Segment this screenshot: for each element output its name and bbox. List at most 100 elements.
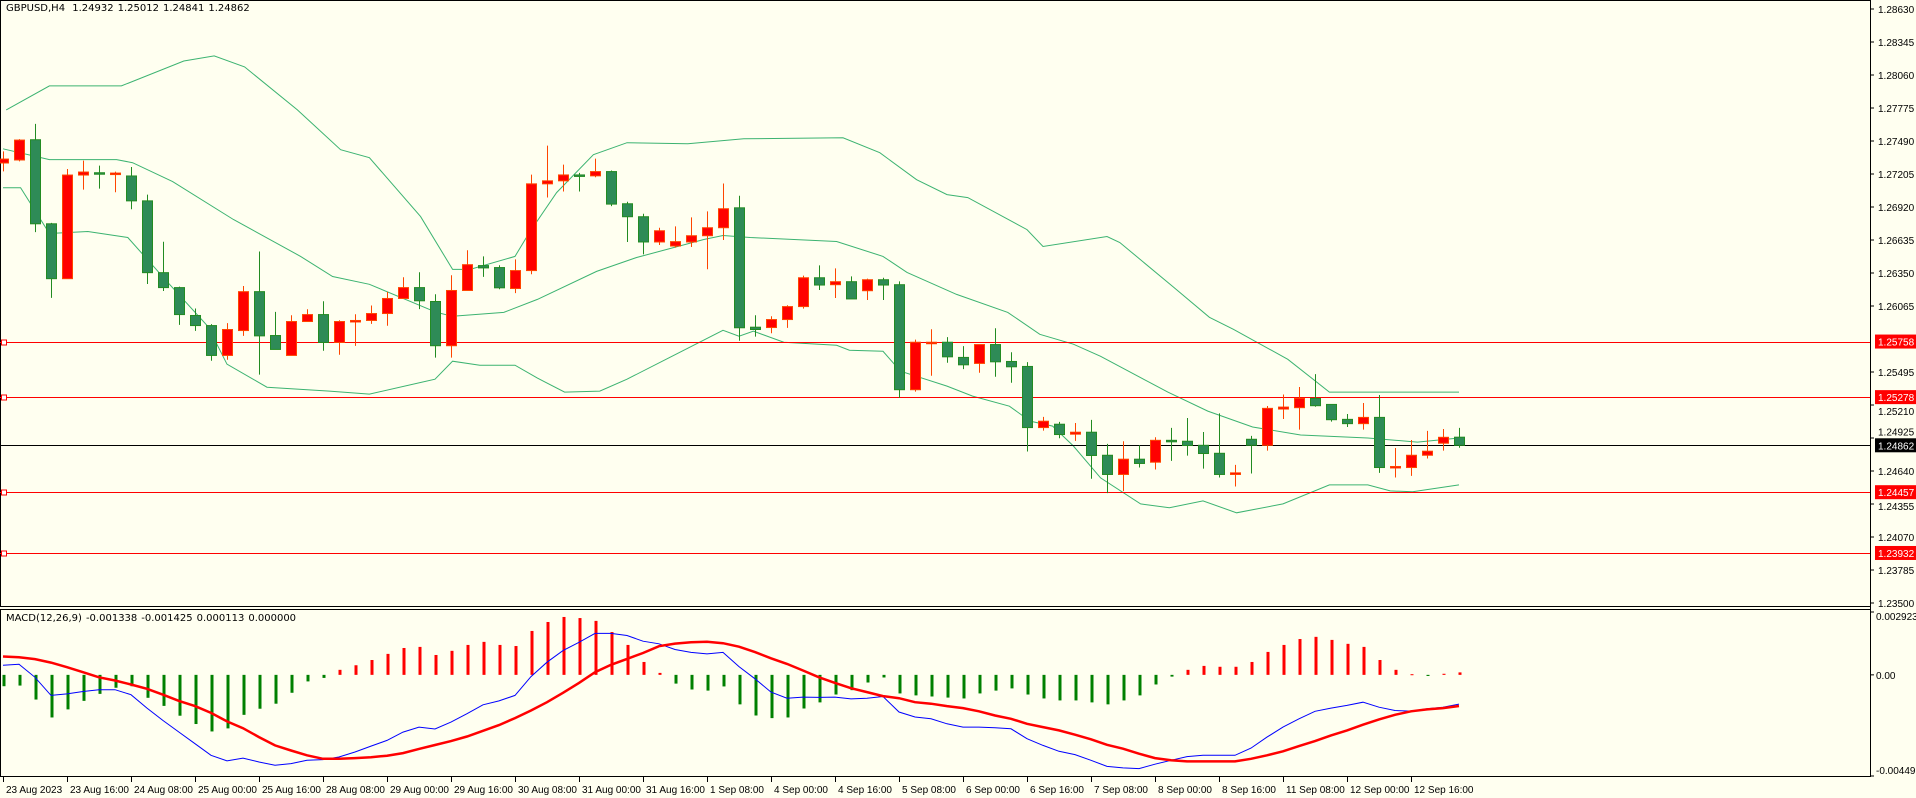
candle[interactable] [670, 226, 681, 248]
candle[interactable] [1230, 464, 1241, 487]
candle[interactable] [254, 251, 265, 375]
candle[interactable] [574, 172, 585, 192]
candle[interactable] [1454, 427, 1465, 448]
candle[interactable] [510, 259, 521, 294]
candle[interactable] [1118, 441, 1129, 492]
candle[interactable] [222, 323, 233, 360]
candle[interactable] [430, 294, 441, 358]
candle[interactable] [238, 285, 249, 336]
candle[interactable] [910, 339, 921, 392]
candle[interactable] [110, 171, 121, 193]
candle[interactable] [1166, 427, 1177, 461]
candle[interactable] [718, 183, 729, 240]
candle[interactable] [1342, 414, 1353, 427]
candle[interactable] [1246, 435, 1257, 474]
candle[interactable] [1358, 403, 1369, 430]
candle[interactable] [318, 301, 329, 351]
candle[interactable] [638, 213, 649, 255]
level-anchor-handle[interactable] [1, 339, 7, 346]
candle[interactable] [126, 167, 137, 210]
candle[interactable] [814, 265, 825, 291]
candle[interactable] [0, 151, 9, 172]
candle[interactable] [782, 305, 793, 328]
candle[interactable] [1070, 422, 1081, 441]
candle[interactable] [462, 250, 473, 291]
candle[interactable] [446, 275, 457, 358]
candle[interactable] [1310, 374, 1321, 407]
candle[interactable] [1422, 430, 1433, 459]
candle[interactable] [1278, 394, 1289, 420]
candle[interactable] [94, 165, 105, 189]
level-anchor-handle[interactable] [1, 550, 7, 557]
candle[interactable] [190, 308, 201, 331]
candle[interactable] [1102, 443, 1113, 494]
candle[interactable] [366, 305, 377, 324]
candle[interactable] [62, 169, 73, 280]
level-anchor-handle[interactable] [1, 489, 7, 496]
candle[interactable] [1198, 431, 1209, 469]
candle[interactable] [414, 272, 425, 310]
candle[interactable] [158, 241, 169, 291]
candle[interactable] [46, 222, 57, 298]
candle[interactable] [494, 265, 505, 290]
candle[interactable] [590, 158, 601, 178]
candle[interactable] [974, 344, 985, 373]
candle[interactable] [334, 320, 345, 355]
candle[interactable] [206, 324, 217, 361]
candle[interactable] [1406, 439, 1417, 476]
candle[interactable] [142, 194, 153, 284]
candle[interactable] [1150, 437, 1161, 470]
candle[interactable] [1038, 416, 1049, 431]
candle[interactable] [846, 276, 857, 300]
candle[interactable] [1134, 445, 1145, 468]
candle[interactable] [1438, 428, 1449, 451]
candle[interactable] [78, 160, 89, 190]
candle[interactable] [1262, 406, 1273, 451]
candle[interactable] [302, 309, 313, 323]
candle[interactable] [878, 277, 889, 300]
candle[interactable] [766, 316, 777, 334]
candle[interactable] [270, 311, 281, 350]
macd-panel[interactable] [0, 609, 1871, 777]
candle[interactable] [734, 195, 745, 341]
candle[interactable] [926, 329, 937, 376]
candle[interactable] [1214, 413, 1225, 478]
candle[interactable] [398, 277, 409, 299]
candle[interactable] [622, 201, 633, 242]
candle[interactable] [830, 268, 841, 299]
candle[interactable] [1294, 387, 1305, 430]
candle[interactable] [1022, 362, 1033, 452]
macd-histogram-bar [866, 674, 870, 683]
candle[interactable] [1374, 395, 1385, 473]
candle[interactable] [14, 139, 25, 162]
price-panel[interactable] [0, 0, 1871, 607]
candle[interactable] [958, 346, 969, 370]
candle[interactable] [174, 286, 185, 325]
candle[interactable] [606, 170, 617, 207]
candle[interactable] [542, 145, 553, 198]
candle[interactable] [654, 227, 665, 245]
candle[interactable] [894, 281, 905, 398]
candle[interactable] [1390, 447, 1401, 478]
candle[interactable] [286, 315, 297, 356]
candle[interactable] [350, 314, 361, 346]
candle[interactable] [478, 256, 489, 277]
candle[interactable] [990, 328, 1001, 377]
candle[interactable] [702, 211, 713, 270]
candle[interactable] [1326, 403, 1337, 422]
candle[interactable] [526, 174, 537, 275]
candle[interactable] [1006, 352, 1017, 383]
candle[interactable] [862, 278, 873, 300]
candle[interactable] [686, 217, 697, 247]
candle[interactable] [1086, 419, 1097, 479]
level-anchor-handle[interactable] [1, 394, 7, 401]
candle[interactable] [942, 337, 953, 363]
candle[interactable] [1054, 421, 1065, 439]
candle[interactable] [750, 315, 761, 337]
candle[interactable] [30, 123, 41, 233]
candle[interactable] [558, 164, 569, 192]
candle[interactable] [1182, 417, 1193, 456]
candle[interactable] [382, 291, 393, 326]
candle[interactable] [798, 275, 809, 309]
